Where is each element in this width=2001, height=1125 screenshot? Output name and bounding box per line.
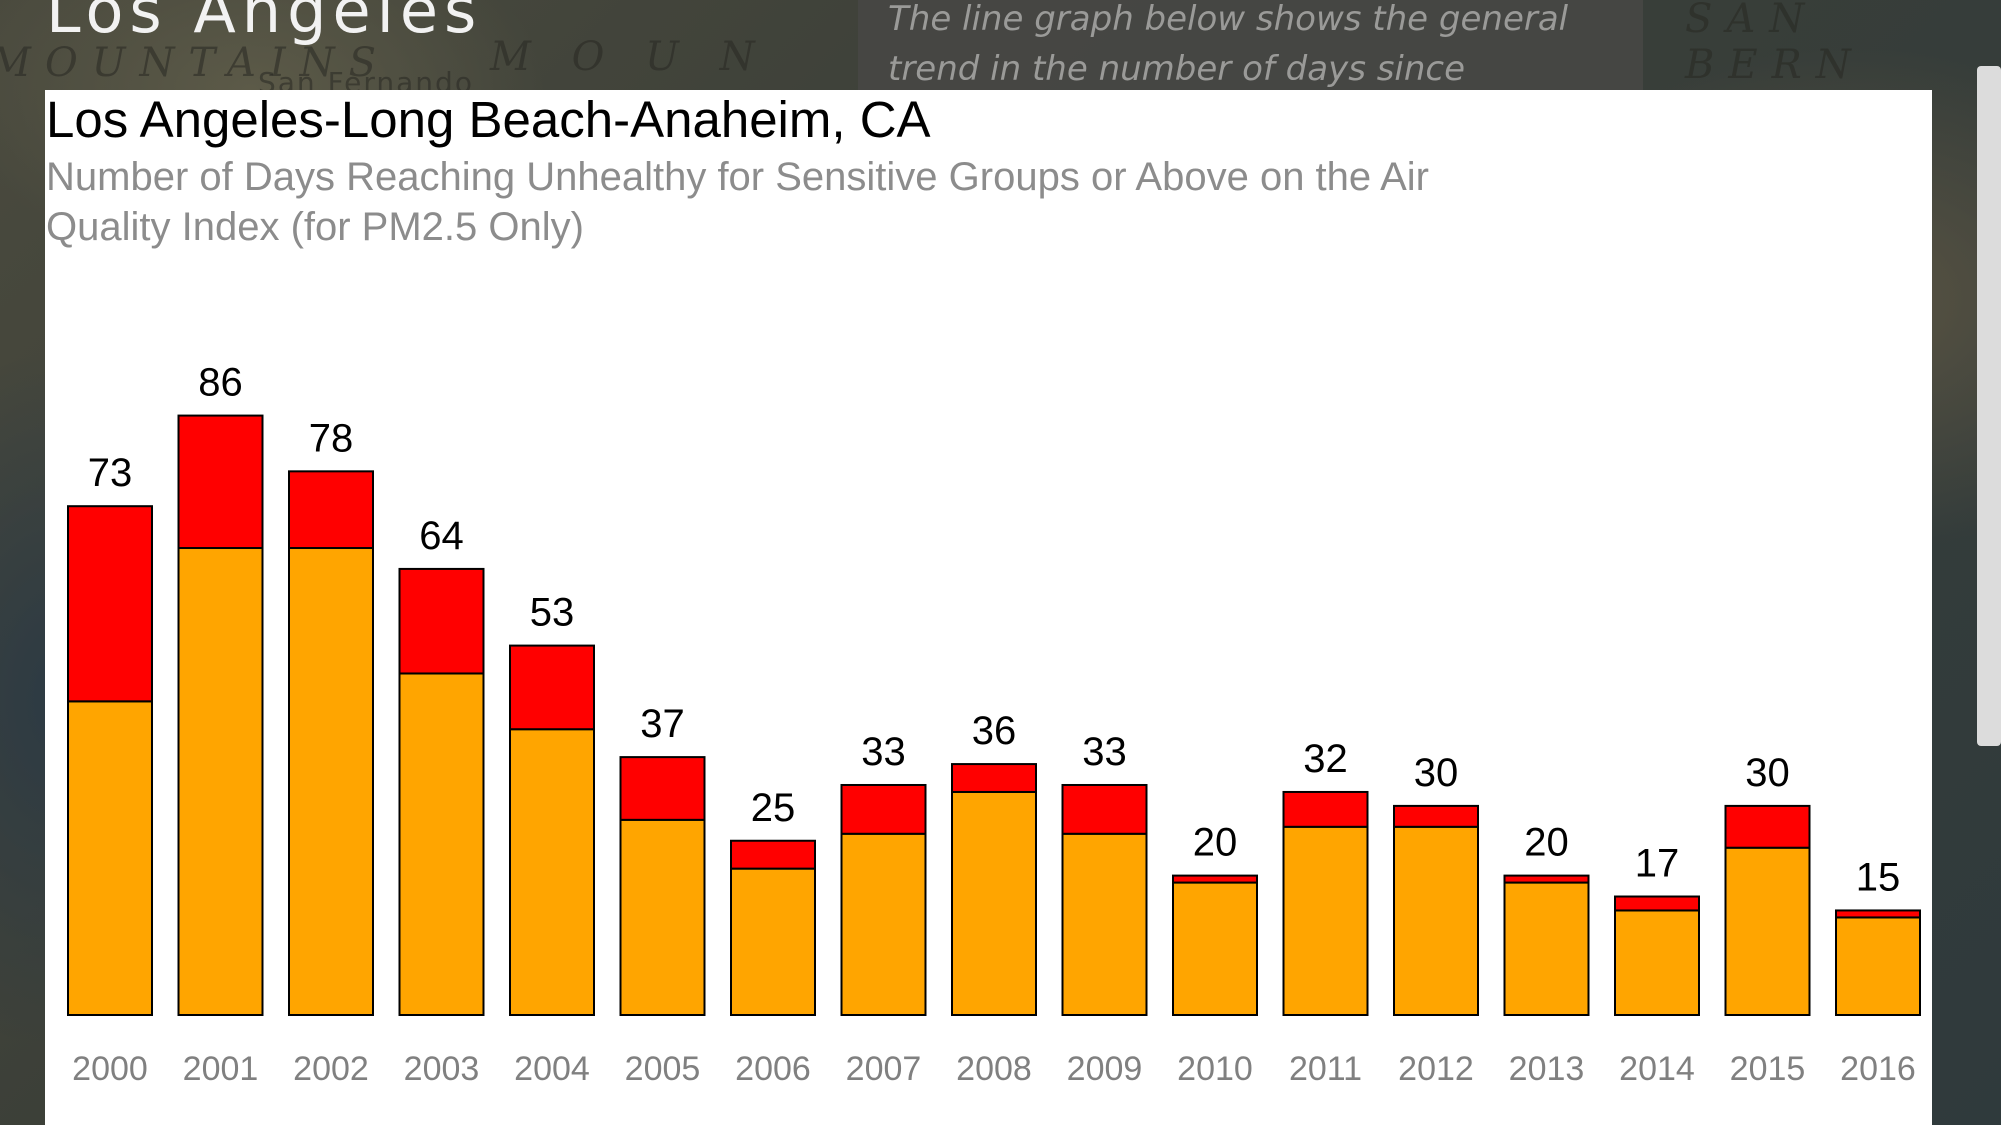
x-tick-label-2001: 2001: [183, 1050, 259, 1088]
bar-usg-2011: [1282, 825, 1369, 1016]
bar-usg-2010: [1172, 881, 1258, 1016]
data-label-2000: 73: [88, 451, 133, 495]
bar-above-2005: [619, 756, 706, 821]
bar-above-2003: [398, 567, 485, 675]
x-tick-label-2008: 2008: [956, 1050, 1032, 1088]
bar-above-2016: [1835, 909, 1921, 919]
x-tick-label-2013: 2013: [1509, 1050, 1585, 1088]
bar-usg-2015: [1724, 846, 1811, 1016]
bar-above-2004: [509, 644, 595, 731]
data-label-2014: 17: [1635, 842, 1680, 886]
bar-usg-2002: [288, 547, 374, 1016]
bar-usg-2014: [1614, 909, 1700, 1017]
description-text: The line graph below shows the general t…: [888, 0, 1569, 89]
map-label-moun: M O U N: [490, 34, 769, 80]
scrollbar[interactable]: [1977, 66, 2001, 746]
bar-usg-2001: [177, 547, 264, 1016]
data-label-2007: 33: [861, 730, 906, 774]
bar-usg-2003: [398, 672, 485, 1016]
data-label-2006: 25: [751, 786, 796, 830]
data-label-2009: 33: [1082, 730, 1127, 774]
x-tick-label-2007: 2007: [846, 1050, 922, 1088]
bar-usg-2016: [1835, 916, 1921, 1016]
x-tick-label-2002: 2002: [293, 1050, 369, 1088]
x-tick-label-2000: 2000: [72, 1050, 148, 1088]
bar-usg-2006: [730, 867, 816, 1016]
x-tick-label-2009: 2009: [1067, 1050, 1143, 1088]
data-label-2005: 37: [640, 702, 685, 746]
x-tick-label-2005: 2005: [625, 1050, 701, 1088]
bar-above-2010: [1172, 874, 1258, 884]
x-tick-label-2003: 2003: [404, 1050, 480, 1088]
bar-above-2002: [288, 470, 374, 550]
x-tick-label-2010: 2010: [1177, 1050, 1253, 1088]
bar-usg-2000: [67, 700, 153, 1016]
bar-above-2011: [1282, 790, 1369, 828]
data-label-2011: 32: [1303, 737, 1348, 781]
bar-usg-2012: [1393, 825, 1479, 1016]
x-tick-label-2011: 2011: [1289, 1050, 1362, 1088]
x-tick-label-2012: 2012: [1398, 1050, 1474, 1088]
x-tick-label-2014: 2014: [1619, 1050, 1695, 1088]
x-tick-label-2015: 2015: [1730, 1050, 1806, 1088]
bar-above-2009: [1061, 783, 1148, 835]
bar-usg-2013: [1503, 881, 1590, 1016]
bar-above-2007: [840, 783, 927, 835]
bar-above-2013: [1503, 874, 1590, 884]
data-label-2012: 30: [1414, 751, 1459, 795]
chart-subtitle: Number of Days Reaching Unhealthy for Se…: [46, 155, 1429, 249]
data-label-2004: 53: [530, 591, 575, 635]
description-box: [858, 0, 1643, 90]
data-label-2016: 15: [1856, 855, 1901, 899]
data-label-2002: 78: [309, 416, 354, 460]
data-label-2010: 20: [1193, 821, 1238, 865]
chart-title: Los Angeles-Long Beach-Anaheim, CA: [46, 91, 931, 148]
data-label-2003: 64: [419, 514, 464, 558]
bar-above-2001: [177, 414, 264, 550]
x-tick-label-2004: 2004: [514, 1050, 590, 1088]
slide-title: Los Angeles: [46, 0, 483, 47]
bar-usg-2007: [840, 832, 927, 1017]
bar-usg-2009: [1061, 832, 1148, 1017]
bar-above-2000: [67, 505, 153, 703]
bar-usg-2008: [951, 790, 1037, 1017]
data-label-2008: 36: [972, 709, 1017, 753]
bar-above-2012: [1393, 804, 1479, 828]
bar-above-2008: [951, 763, 1037, 793]
data-label-2013: 20: [1524, 821, 1569, 865]
data-label-2015: 30: [1745, 751, 1790, 795]
data-label-2001: 86: [198, 361, 243, 405]
map-label-mountains: MOUNTAINS: [0, 40, 391, 86]
bar-above-2014: [1614, 895, 1700, 912]
x-tick-label-2006: 2006: [735, 1050, 811, 1088]
bar-above-2015: [1724, 804, 1811, 849]
bar-usg-2005: [619, 818, 706, 1017]
x-tick-label-2016: 2016: [1840, 1050, 1916, 1088]
bar-above-2006: [730, 839, 816, 870]
bar-usg-2004: [509, 728, 595, 1016]
map-label-san-bern: SAN BERN: [1685, 0, 1865, 88]
